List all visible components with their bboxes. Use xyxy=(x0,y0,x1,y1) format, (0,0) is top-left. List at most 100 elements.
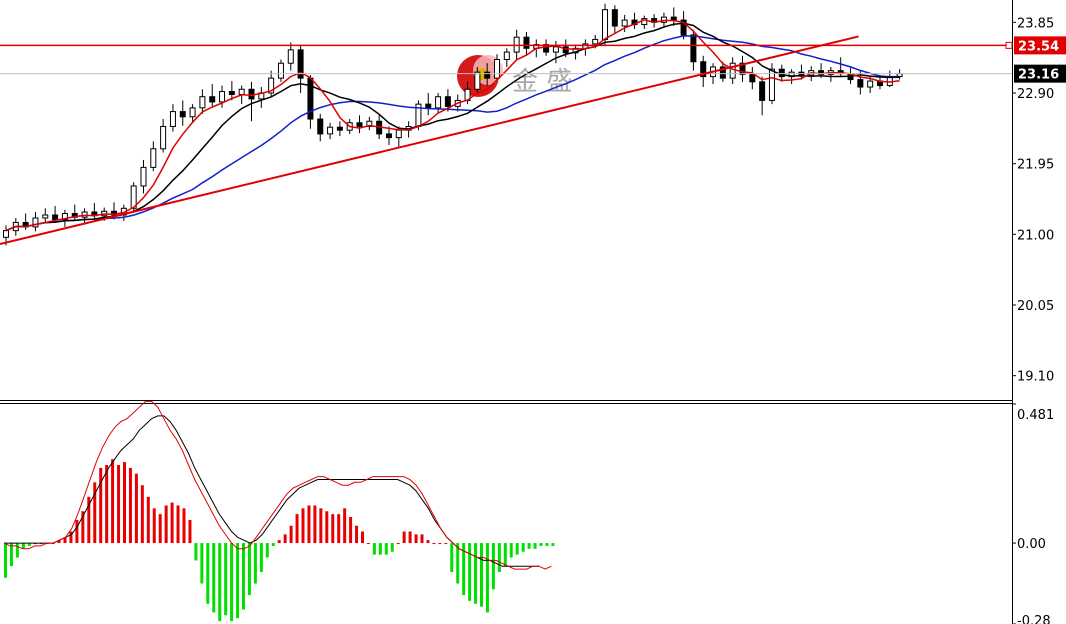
candle xyxy=(366,116,373,131)
price-tick-label: 22.90 xyxy=(1017,87,1054,102)
candle xyxy=(651,14,658,28)
macd-bar-positive xyxy=(343,508,347,544)
candle xyxy=(160,119,167,153)
macd-bar-positive xyxy=(111,459,115,544)
candle xyxy=(91,203,98,220)
macd-bar-positive xyxy=(438,543,442,545)
macd-bar-negative xyxy=(9,543,13,567)
candle-body-down xyxy=(700,61,707,78)
candle-body-up xyxy=(395,129,402,139)
resistance-marker xyxy=(1005,41,1013,49)
macd-indicator xyxy=(3,400,555,622)
macd-tick-label: -0.28 xyxy=(1017,614,1051,624)
macd-bar-positive xyxy=(123,462,126,544)
candle xyxy=(729,57,736,85)
macd-bar-positive xyxy=(140,485,144,544)
macd-bar-positive xyxy=(69,531,73,544)
candle xyxy=(297,44,304,93)
macd-bar-negative xyxy=(212,543,216,613)
candle-body-up xyxy=(327,126,334,135)
candle xyxy=(631,12,638,30)
macd-bar-positive xyxy=(99,467,103,544)
candle-body-up xyxy=(150,148,157,168)
macd-bar-positive xyxy=(134,473,138,544)
candle-body-down xyxy=(425,103,432,109)
current-price-tag-box xyxy=(1014,64,1066,83)
candle-body-down xyxy=(680,19,687,36)
price-tags: 23.54 23.16 xyxy=(1005,36,1066,83)
macd-bar-negative xyxy=(247,543,251,596)
current-price-tag-label: 23.16 xyxy=(1018,68,1059,83)
macd-bar-positive xyxy=(170,502,174,544)
candle-body-up xyxy=(3,230,9,238)
candle xyxy=(827,66,834,82)
macd-bar-negative xyxy=(551,543,555,546)
price-axis-ticks: 23.85 22.90 21.95 21.00 20.05 19.10 xyxy=(1012,16,1054,385)
candle xyxy=(680,11,687,40)
macd-bar-positive xyxy=(301,508,305,544)
price-tick-label: 20.05 xyxy=(1017,299,1054,314)
candle xyxy=(621,14,628,32)
macd-bar-positive xyxy=(164,505,168,544)
candle xyxy=(140,159,147,194)
macd-bar-positive xyxy=(289,525,293,544)
candle xyxy=(287,42,294,71)
price-tick-label: 21.95 xyxy=(1017,158,1054,173)
macd-bar-negative xyxy=(468,543,472,601)
macd-bar-negative xyxy=(15,543,19,558)
candle-body-up xyxy=(435,96,442,109)
macd-bar-positive xyxy=(283,534,287,544)
support-trendline xyxy=(0,35,859,245)
candle xyxy=(228,81,235,101)
candle-body-up xyxy=(219,91,226,103)
candle xyxy=(759,76,766,116)
macd-bar-negative xyxy=(527,543,531,549)
macd-bar-negative xyxy=(491,543,495,590)
candle xyxy=(425,92,432,116)
candle xyxy=(32,212,39,232)
macd-bar-positive xyxy=(349,517,353,544)
candle xyxy=(660,12,667,27)
candle xyxy=(886,70,893,88)
macd-bar-negative xyxy=(503,543,507,567)
candle xyxy=(189,104,196,123)
candle xyxy=(307,75,314,129)
macd-bar-positive xyxy=(355,525,359,544)
candle-body-up xyxy=(503,51,510,61)
macd-bar-negative xyxy=(509,543,513,558)
candle-body-up xyxy=(42,214,49,219)
price-overlays xyxy=(0,35,1012,245)
macd-bar-positive xyxy=(420,534,424,544)
macd-bar-positive xyxy=(313,505,317,544)
candle xyxy=(385,126,392,146)
candle-body-up xyxy=(189,107,196,118)
candle xyxy=(484,63,491,86)
macd-bar-negative xyxy=(194,543,198,561)
candle-body-up xyxy=(494,59,500,79)
candle-body-up xyxy=(366,120,373,127)
macd-bar-negative xyxy=(485,543,489,613)
candle xyxy=(670,7,677,27)
macd-bar-negative xyxy=(253,543,257,584)
macd-tick-label: 0.481 xyxy=(1017,408,1054,423)
macd-bar-positive xyxy=(75,519,79,544)
candle-body-down xyxy=(356,122,363,127)
candle-body-up xyxy=(552,46,559,53)
macd-bar-negative xyxy=(474,543,478,604)
candle xyxy=(356,115,363,134)
macd-bar-positive xyxy=(152,508,156,544)
candle-body-up xyxy=(602,9,609,40)
candle-body-up xyxy=(867,80,874,88)
macd-bar-negative xyxy=(378,543,382,555)
macd-bar-positive xyxy=(105,464,109,544)
macd-bar-positive xyxy=(176,505,180,544)
macd-bar-positive xyxy=(444,543,448,545)
candle-body-down xyxy=(385,133,392,139)
candle-body-up xyxy=(660,16,667,23)
macd-bar-positive xyxy=(57,540,61,544)
macd-bar-negative xyxy=(200,543,204,584)
candle xyxy=(435,92,442,114)
candle xyxy=(336,121,343,137)
candle-body-down xyxy=(778,68,785,78)
